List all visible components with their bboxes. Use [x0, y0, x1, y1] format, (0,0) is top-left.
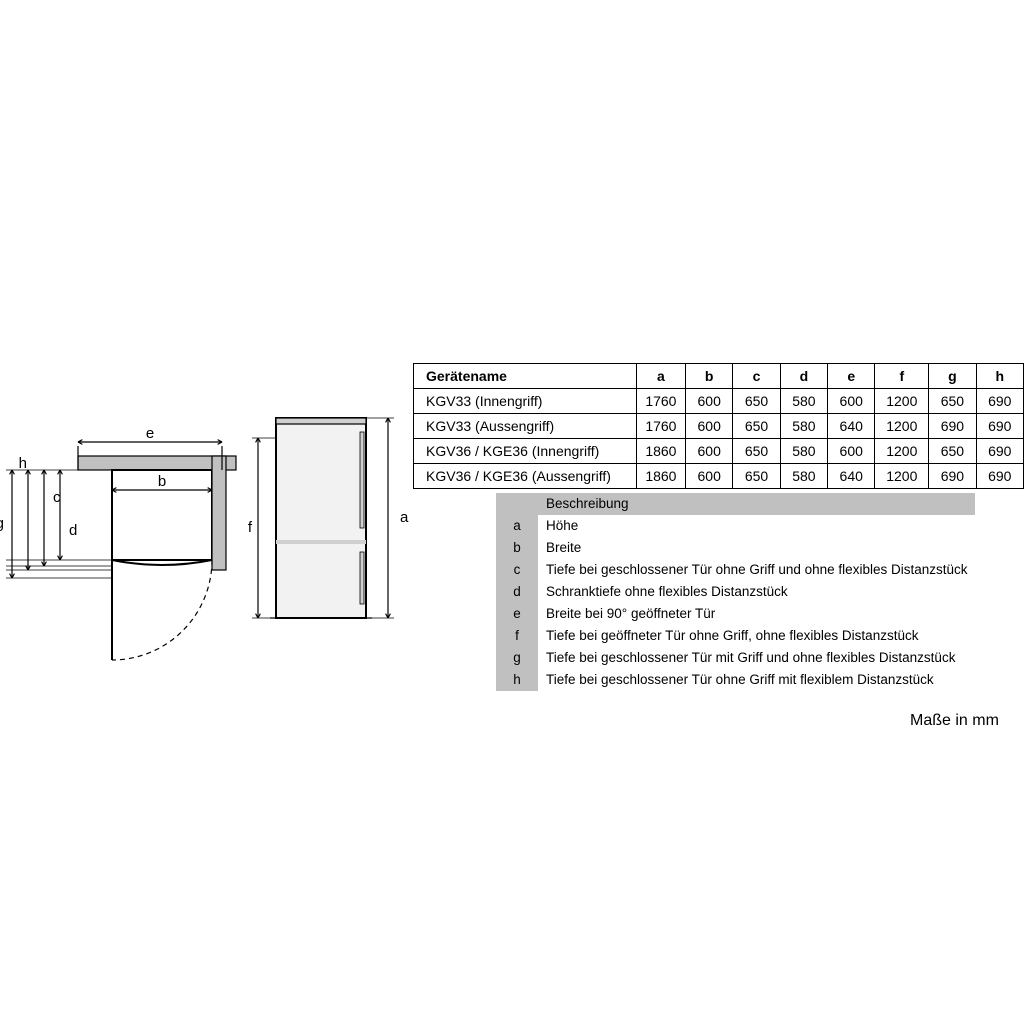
description-text: Höhe [538, 515, 975, 537]
dim-value: 650 [733, 389, 780, 414]
table-row: KGV36 / KGE36 (Aussengriff)1860600650580… [414, 464, 1024, 489]
table-row: KGV33 (Innengriff)1760600650580600120065… [414, 389, 1024, 414]
svg-text:a: a [400, 509, 409, 526]
svg-text:h: h [19, 455, 27, 472]
description-row: dSchranktiefe ohne flexibles Distanzstüc… [496, 581, 975, 603]
description-row: fTiefe bei geöffneter Tür ohne Griff, oh… [496, 625, 975, 647]
dim-value: 1200 [875, 464, 929, 489]
dim-value: 580 [780, 439, 827, 464]
svg-text:e: e [146, 425, 154, 442]
description-text: Tiefe bei geöffneter Tür ohne Griff, ohn… [538, 625, 975, 647]
description-key: c [496, 559, 538, 581]
description-text: Breite bei 90° geöffneter Tür [538, 603, 975, 625]
dim-value: 690 [976, 414, 1023, 439]
dim-value: 690 [976, 439, 1023, 464]
dim-value: 1200 [875, 439, 929, 464]
col-f: f [875, 364, 929, 389]
dimensions-table: Gerätename a b c d e f g h KGV33 (Inneng… [413, 363, 1024, 489]
description-table: Beschreibung aHöhebBreitecTiefe bei gesc… [496, 493, 975, 691]
description-header: Beschreibung [538, 493, 975, 515]
col-e: e [828, 364, 875, 389]
device-name: KGV36 / KGE36 (Innengriff) [414, 439, 637, 464]
dim-value: 1860 [636, 464, 685, 489]
dim-value: 690 [976, 389, 1023, 414]
dim-value: 580 [780, 464, 827, 489]
dim-value: 690 [976, 464, 1023, 489]
dim-value: 650 [733, 464, 780, 489]
svg-text:d: d [69, 522, 77, 539]
dim-value: 650 [929, 439, 976, 464]
dim-value: 1860 [636, 439, 685, 464]
description-text: Schranktiefe ohne flexibles Distanzstück [538, 581, 975, 603]
description-text: Breite [538, 537, 975, 559]
dim-value: 1200 [875, 414, 929, 439]
description-key: e [496, 603, 538, 625]
svg-text:f: f [248, 519, 253, 536]
dimensions-table-header-row: Gerätename a b c d e f g h [414, 364, 1024, 389]
description-key: d [496, 581, 538, 603]
description-key: a [496, 515, 538, 537]
description-row: cTiefe bei geschlossener Tür ohne Griff … [496, 559, 975, 581]
dim-value: 650 [929, 389, 976, 414]
dim-value: 600 [686, 389, 733, 414]
dim-value: 600 [828, 439, 875, 464]
col-d: d [780, 364, 827, 389]
dim-value: 580 [780, 389, 827, 414]
description-row: aHöhe [496, 515, 975, 537]
description-key: g [496, 647, 538, 669]
dim-value: 650 [733, 414, 780, 439]
description-text: Tiefe bei geschlossener Tür mit Griff un… [538, 647, 975, 669]
dim-value: 690 [929, 464, 976, 489]
dim-value: 600 [686, 414, 733, 439]
dim-value: 600 [828, 389, 875, 414]
dim-value: 600 [686, 464, 733, 489]
col-g: g [929, 364, 976, 389]
dim-value: 1760 [636, 389, 685, 414]
device-name: KGV33 (Aussengriff) [414, 414, 637, 439]
units-footer: Maße in mm [910, 712, 999, 730]
dim-value: 580 [780, 414, 827, 439]
description-row: hTiefe bei geschlossener Tür ohne Griff … [496, 669, 975, 691]
description-text: Tiefe bei geschlossener Tür ohne Griff m… [538, 669, 975, 691]
description-row: gTiefe bei geschlossener Tür mit Griff u… [496, 647, 975, 669]
description-header-row: Beschreibung [496, 493, 975, 515]
svg-text:b: b [158, 473, 166, 490]
dim-value: 1200 [875, 389, 929, 414]
device-name: KGV33 (Innengriff) [414, 389, 637, 414]
svg-text:g: g [0, 515, 4, 532]
col-h: h [976, 364, 1023, 389]
col-a: a [636, 364, 685, 389]
description-key: h [496, 669, 538, 691]
header-geraetename: Gerätename [414, 364, 637, 389]
dim-value: 640 [828, 414, 875, 439]
description-key: f [496, 625, 538, 647]
dim-value: 1760 [636, 414, 685, 439]
description-row: bBreite [496, 537, 975, 559]
description-text: Tiefe bei geschlossener Tür ohne Griff u… [538, 559, 975, 581]
description-row: eBreite bei 90° geöffneter Tür [496, 603, 975, 625]
table-row: KGV33 (Aussengriff)176060065058064012006… [414, 414, 1024, 439]
col-c: c [733, 364, 780, 389]
description-key: b [496, 537, 538, 559]
table-row: KGV36 / KGE36 (Innengriff)18606006505806… [414, 439, 1024, 464]
dim-value: 690 [929, 414, 976, 439]
dim-value: 600 [686, 439, 733, 464]
col-b: b [686, 364, 733, 389]
device-name: KGV36 / KGE36 (Aussengriff) [414, 464, 637, 489]
dim-value: 650 [733, 439, 780, 464]
dim-value: 640 [828, 464, 875, 489]
